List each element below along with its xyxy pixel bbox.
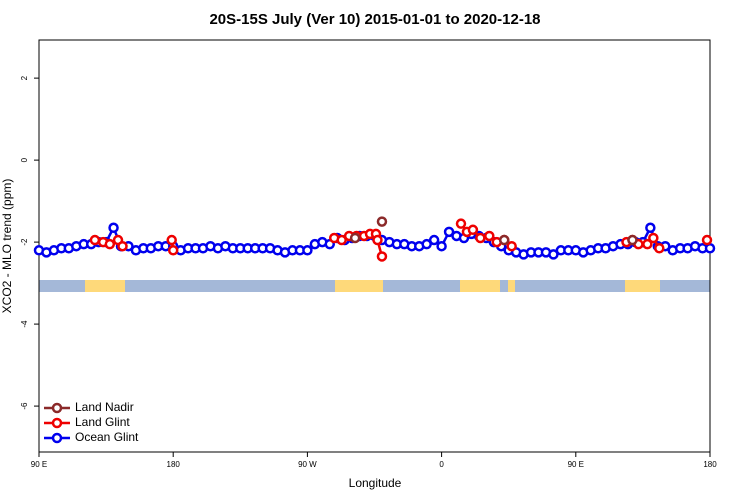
data-point xyxy=(704,243,716,254)
x-tick-label: 180 xyxy=(167,460,181,469)
legend-swatch xyxy=(51,417,63,429)
data-point xyxy=(89,234,101,246)
data-point xyxy=(372,234,383,246)
data-point xyxy=(376,216,388,227)
data-point xyxy=(376,251,388,262)
x-tick-label: 90 W xyxy=(298,460,317,469)
legend-label: Land Glint xyxy=(75,415,130,429)
x-tick-label: 90 E xyxy=(31,460,47,469)
data-point xyxy=(108,222,119,234)
data-point xyxy=(645,222,656,234)
y-tick-label: 0 xyxy=(20,157,29,162)
y-tick-label: 2 xyxy=(20,75,29,80)
data-point xyxy=(701,234,713,246)
legend-label: Ocean Glint xyxy=(75,430,139,444)
data-point xyxy=(302,245,313,256)
data-point xyxy=(467,224,479,236)
legend-swatch xyxy=(51,402,63,414)
data-point xyxy=(475,232,486,244)
data-point xyxy=(484,230,495,242)
legend-swatch xyxy=(51,432,63,444)
data-point xyxy=(428,234,440,246)
data-point xyxy=(117,240,128,252)
y-axis-label: XCO2 - MLO trend (ppm) xyxy=(0,179,14,314)
data-point xyxy=(166,234,177,246)
x-axis-label: Longitude xyxy=(349,476,402,490)
data-point xyxy=(167,245,179,256)
data-point xyxy=(548,249,559,260)
data-point xyxy=(436,240,447,252)
y-tick-label: -2 xyxy=(20,238,29,246)
x-tick-label: 90 E xyxy=(568,460,584,469)
y-tick-label: -4 xyxy=(20,320,29,328)
data-point xyxy=(455,218,467,229)
data-point xyxy=(648,232,659,244)
chart-title: 20S-15S July (Ver 10) 2015-01-01 to 2020… xyxy=(209,11,540,28)
x-tick-label: 0 xyxy=(439,460,444,469)
data-point xyxy=(498,234,510,246)
data-point xyxy=(336,234,347,246)
y-tick-label: -6 xyxy=(20,402,29,410)
data-point xyxy=(654,243,665,254)
data-point xyxy=(421,238,432,250)
data-point xyxy=(443,226,455,238)
legend-label: Land Nadir xyxy=(75,400,134,414)
land-band xyxy=(85,280,660,292)
data-point xyxy=(506,240,517,252)
data-point xyxy=(104,238,116,250)
data-point xyxy=(349,232,361,244)
data-point xyxy=(627,234,638,246)
x-tick-label: 180 xyxy=(703,460,717,469)
data-point xyxy=(642,238,653,250)
